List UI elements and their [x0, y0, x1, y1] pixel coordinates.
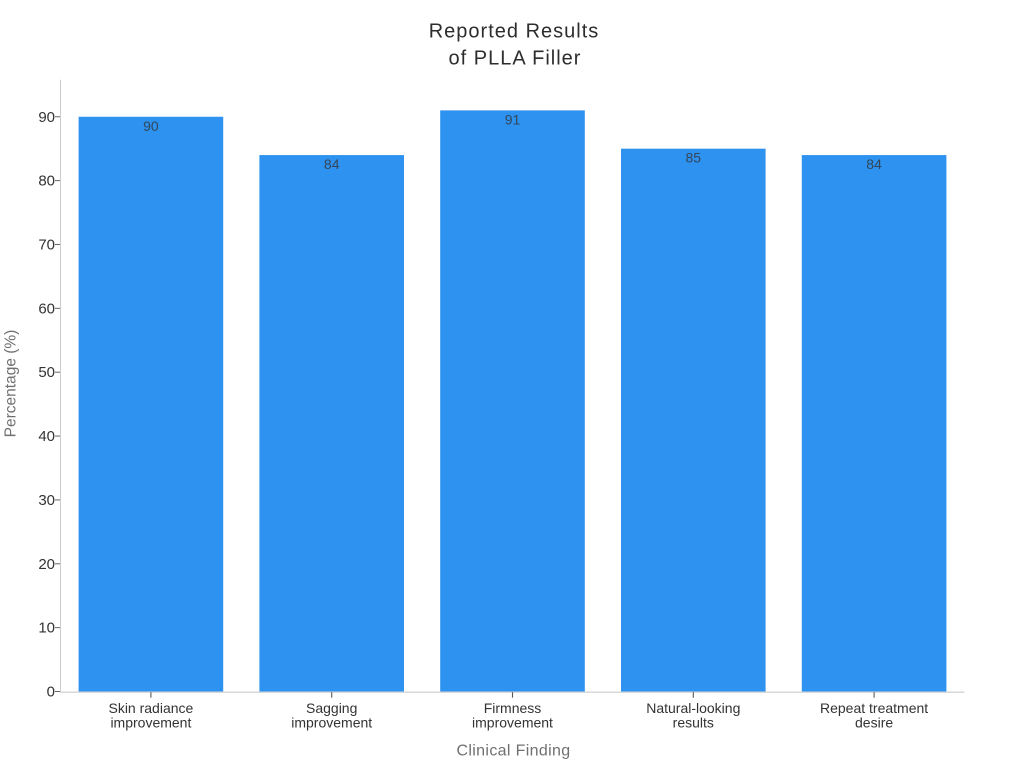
svg-text:90: 90 [38, 109, 55, 126]
svg-text:84: 84 [866, 156, 882, 172]
svg-text:10: 10 [38, 620, 55, 637]
svg-text:40: 40 [38, 428, 55, 445]
svg-text:80: 80 [38, 173, 55, 190]
svg-text:20: 20 [38, 556, 55, 573]
svg-text:84: 84 [324, 156, 340, 172]
svg-text:30: 30 [38, 492, 55, 509]
svg-text:of PLLA Filler: of PLLA Filler [449, 48, 582, 70]
svg-text:85: 85 [686, 150, 702, 166]
svg-text:0: 0 [47, 684, 55, 701]
svg-text:70: 70 [38, 236, 55, 253]
svg-text:Reported Results: Reported Results [429, 21, 600, 43]
svg-text:Percentage (%): Percentage (%) [3, 330, 20, 438]
svg-text:60: 60 [38, 300, 55, 317]
svg-text:50: 50 [38, 364, 55, 381]
svg-text:91: 91 [505, 111, 521, 127]
svg-text:Clinical Finding: Clinical Finding [456, 743, 570, 760]
svg-text:90: 90 [143, 118, 159, 134]
